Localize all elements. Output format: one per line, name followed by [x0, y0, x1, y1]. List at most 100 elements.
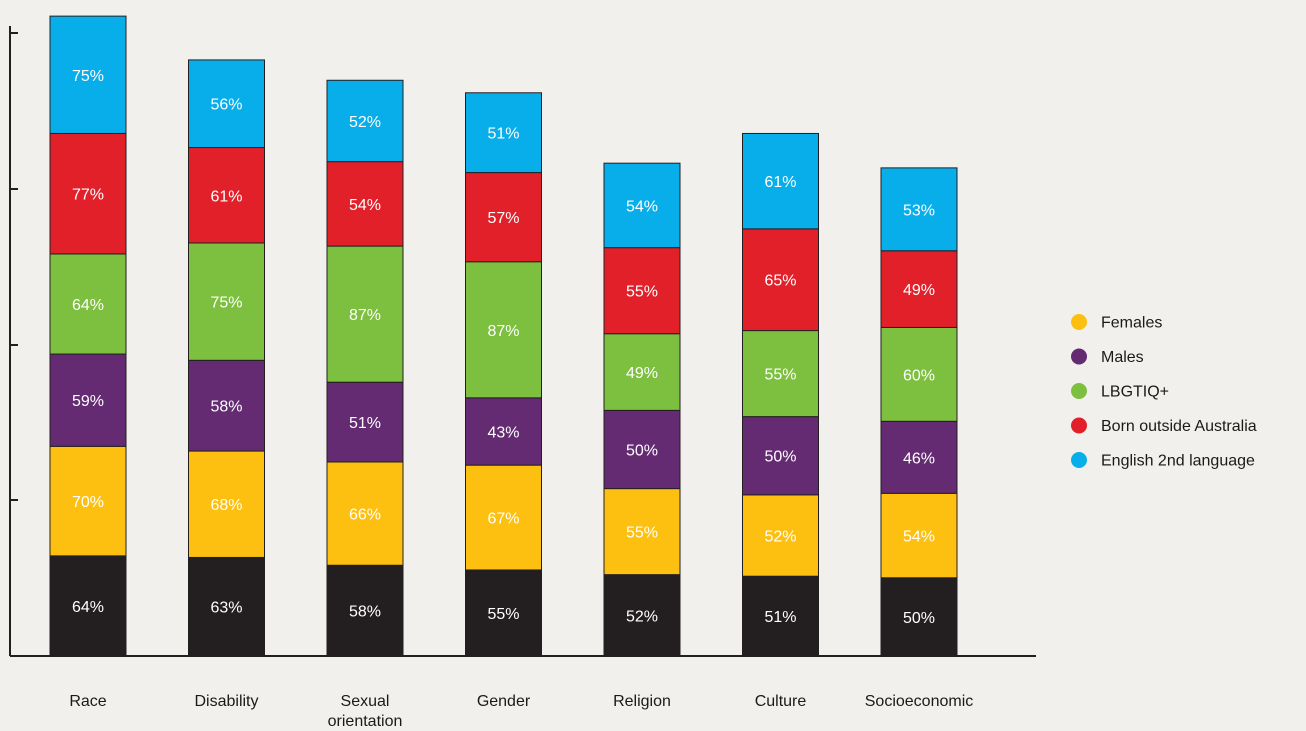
bar-segment — [465, 569, 542, 657]
legend-label: English 2nd language — [1101, 453, 1255, 470]
data-label: 55% — [626, 284, 658, 301]
legend-label: Males — [1101, 349, 1144, 366]
data-label: 60% — [903, 367, 935, 384]
bar-stack: 50% 54% 46% 60% 49% 53% — [880, 167, 958, 657]
data-label: 55% — [487, 606, 519, 623]
data-label: 52% — [349, 114, 381, 131]
bar-segment — [880, 326, 958, 422]
data-label: 49% — [903, 282, 935, 299]
data-label: 64% — [72, 297, 104, 314]
bar-segment — [880, 577, 958, 657]
category-label: Gender — [477, 693, 531, 710]
bar-segment — [326, 564, 404, 657]
bar-stack: 64% 70% 59% 64% 77% 75% — [49, 15, 127, 657]
bar-segment — [880, 420, 958, 494]
category-label: Socioeconomic — [865, 693, 974, 710]
legend-swatch — [1071, 452, 1087, 468]
bar-segment — [465, 172, 542, 263]
data-label: 58% — [210, 399, 242, 416]
bar-segment — [603, 333, 681, 411]
data-label: 50% — [764, 449, 796, 466]
data-label: 52% — [626, 608, 658, 625]
data-label: 49% — [626, 365, 658, 382]
data-label: 56% — [210, 97, 242, 114]
bar-segment — [603, 247, 681, 335]
bar-stack: 52% 55% 50% 49% 55% 54% — [603, 162, 681, 657]
legend-swatch — [1071, 417, 1087, 434]
bar-segment — [188, 556, 265, 657]
data-label: 68% — [210, 497, 242, 514]
data-label: 50% — [903, 610, 935, 627]
legend-item: English 2nd language — [1071, 452, 1255, 470]
data-label: 51% — [487, 126, 519, 143]
bar-segment — [465, 92, 542, 174]
data-label: 54% — [903, 529, 935, 546]
data-label: 75% — [210, 295, 242, 312]
data-label: 61% — [764, 174, 796, 191]
bar-segment — [188, 242, 265, 361]
legend-swatch — [1071, 383, 1087, 399]
bar-stack: 51% 52% 50% 55% 65% 61% — [742, 132, 819, 657]
bar-stack: 55% 67% 43% 87% 57% 51% — [465, 92, 542, 657]
category-label: Sexual orientation — [328, 693, 403, 730]
data-label: 63% — [210, 600, 242, 617]
data-label: 57% — [487, 210, 519, 227]
data-label: 58% — [349, 604, 381, 621]
bars: 64%70%59%64%77%75%63%68%58%75%61%56%58%6… — [49, 15, 958, 657]
bar-segment — [742, 228, 819, 332]
data-label: 65% — [764, 273, 796, 290]
data-label: 87% — [349, 307, 381, 324]
bar-segment — [326, 79, 404, 163]
category-labels: Race Disability Sexual orientation Gender Rel… — [69, 693, 973, 730]
data-label: 55% — [764, 367, 796, 384]
data-label: 51% — [349, 415, 381, 432]
bar-stack: 58% 66% 51% 87% 54% 52% — [326, 79, 404, 657]
legend-item: Males — [1071, 348, 1144, 366]
legend-swatch — [1071, 314, 1087, 330]
legend-label: Born outside Australia — [1101, 418, 1257, 435]
legend-label: LBGTIQ+ — [1101, 384, 1169, 401]
data-label: 52% — [764, 529, 796, 546]
data-label: 51% — [764, 609, 796, 626]
data-label: 66% — [349, 507, 381, 524]
legend-item: Born outside Australia — [1071, 417, 1257, 435]
data-label: 53% — [903, 202, 935, 219]
bar-segment — [49, 555, 127, 657]
category-label: Culture — [755, 693, 807, 710]
bar-segment — [326, 381, 404, 463]
legend-swatch — [1071, 348, 1087, 365]
bar-segment — [49, 445, 127, 557]
data-label: 55% — [626, 525, 658, 542]
legend-item: LBGTIQ+ — [1071, 383, 1169, 401]
bar-segment — [49, 132, 127, 255]
bar-segment — [326, 461, 404, 566]
data-label: 46% — [903, 450, 935, 467]
bar-segment — [603, 488, 681, 576]
bar-segment — [742, 330, 819, 418]
bar-segment — [49, 15, 127, 134]
bar-segment — [326, 245, 404, 383]
bar-segment — [742, 575, 819, 657]
bar-segment — [465, 464, 542, 571]
bar-segment — [880, 250, 958, 328]
category-label: Race — [69, 693, 106, 710]
bar-segment — [742, 494, 819, 577]
legend: Females Males LBGTIQ+ Born outside Australi… — [1071, 314, 1257, 470]
bar-segment — [326, 161, 404, 247]
legend-label: Females — [1101, 315, 1162, 332]
bar-segment — [465, 397, 542, 466]
category-label: Disability — [194, 693, 258, 710]
bar-segment — [188, 359, 265, 452]
bar-segment — [188, 59, 265, 149]
data-label: 54% — [349, 197, 381, 214]
data-label: 67% — [487, 511, 519, 528]
data-label: 61% — [210, 188, 242, 205]
data-label: 59% — [72, 393, 104, 410]
bar-segment — [880, 167, 958, 252]
bar-segment — [188, 450, 265, 558]
data-label: 43% — [487, 424, 519, 441]
bar-segment — [49, 353, 127, 447]
bar-segment — [603, 574, 681, 657]
bar-segment — [603, 162, 681, 249]
